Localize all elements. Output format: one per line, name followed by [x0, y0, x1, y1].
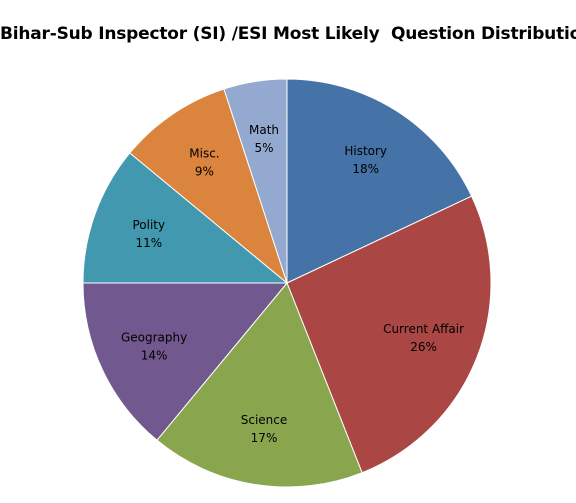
slice-value-label: 5%: [254, 141, 273, 155]
chart-title: Bihar-Sub Inspector (SI) /ESI Most Likel…: [0, 24, 576, 44]
slice-labels: History 18% Current Affair 26% Science 17% Geo…: [121, 123, 464, 445]
slice-value-label: 18%: [352, 162, 379, 176]
pie-slice-science: [156, 282, 363, 488]
pie-slice-math: [223, 78, 288, 284]
slice-category-label: History: [344, 144, 387, 158]
slice-value-label: 9%: [195, 165, 214, 179]
slice-value-label: 14%: [141, 349, 168, 363]
pie-slice-misc: [129, 88, 289, 285]
slice-category-label: Misc.: [189, 147, 219, 161]
pie-slice-current-affair: [286, 195, 492, 474]
slice-value-label: 11%: [135, 236, 162, 250]
slice-value-label: 26%: [410, 340, 437, 354]
slice-value-label: 17%: [251, 431, 278, 445]
pie-slice-geography: [82, 282, 289, 441]
slice-category-label: Science: [241, 413, 288, 427]
pie-slice-polity: [82, 152, 289, 284]
slice-category-label: Current Affair: [383, 322, 464, 336]
slice-category-label: Math: [249, 123, 279, 137]
pie-slice-history: [286, 78, 473, 284]
slice-category-label: Geography: [121, 331, 187, 345]
slice-category-label: Polity: [132, 218, 165, 232]
pie-slices: [82, 78, 492, 488]
